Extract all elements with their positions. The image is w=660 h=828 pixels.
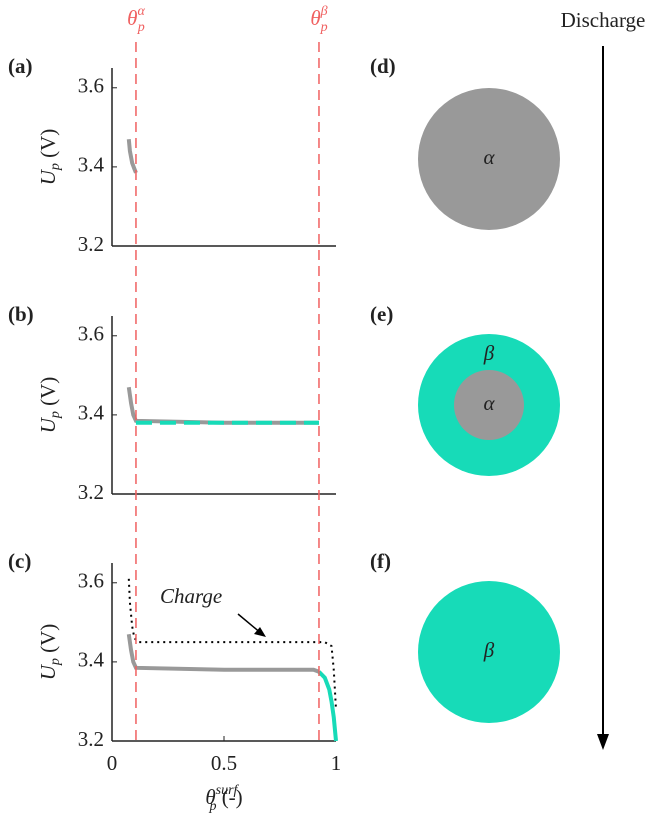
x-tick-label: 0.5 [211, 751, 237, 775]
phase-boundary-label-symbol: θ [310, 6, 320, 30]
panel-label: (f) [370, 549, 391, 573]
y-axis-label: Up (V) [36, 377, 63, 434]
annotation-arrow-head [254, 627, 266, 637]
panel-label: (d) [370, 54, 396, 78]
x-tick-label: 1 [331, 751, 342, 775]
y-tick-label: 3.2 [78, 727, 104, 751]
y-axis-label: Up (V) [36, 129, 63, 186]
y-tick-label: 3.4 [78, 401, 105, 425]
y-tick-label: 3.2 [78, 232, 104, 256]
x-axis-label-symbol: θ [205, 785, 215, 809]
x-axis-label: θsurf p (-) [205, 783, 242, 814]
phase-boundary-label-sub: p [320, 20, 328, 35]
phase-boundary-label-sub: p [137, 20, 145, 35]
y-axis-label-symbol: U [36, 663, 60, 680]
y-tick-label: 3.4 [78, 153, 105, 177]
y-tick-label: 3.4 [78, 648, 105, 672]
y-tick-label: 3.6 [78, 569, 104, 593]
x-axis-label-sup: surf [216, 783, 240, 798]
panel-label: (a) [8, 54, 33, 78]
phase-boundary-label-sup: α [137, 4, 145, 19]
x-axis-label-unit: (-) [216, 785, 242, 809]
y-tick-label: 3.2 [78, 480, 104, 504]
phase-boundary-label-sup: β [320, 4, 328, 19]
y-tick-label: 3.6 [78, 74, 104, 98]
arrow-head [597, 734, 609, 750]
y-axis-label-unit: (V) [36, 377, 60, 411]
line-series [126, 633, 320, 674]
particle [418, 88, 560, 230]
particle [418, 581, 560, 723]
inner-phase [454, 370, 524, 440]
panel-label: (e) [370, 302, 393, 326]
y-axis-label-symbol: U [36, 168, 60, 185]
line-series [126, 139, 138, 174]
phase-boundary-label: θα p [127, 4, 145, 35]
y-axis-label-symbol: U [36, 416, 60, 433]
line-series [317, 670, 338, 742]
phase-boundary-label: θβ p [310, 4, 327, 35]
y-axis-label-unit: (V) [36, 624, 60, 658]
panel-label: (b) [8, 302, 34, 326]
annotation: Charge [160, 584, 222, 608]
y-axis-label-sub: p [48, 658, 63, 666]
y-axis-label-sub: p [48, 163, 63, 171]
outer-label: β [483, 638, 495, 662]
inner-label: α [483, 145, 495, 169]
y-tick-label: 3.6 [78, 322, 104, 346]
y-axis-label-unit: (V) [36, 129, 60, 163]
phase-boundary-label-symbol: θ [127, 6, 137, 30]
y-axis-label-sub: p [48, 411, 63, 419]
x-tick-label: 0 [107, 751, 118, 775]
panel-label: (c) [8, 549, 31, 573]
outer-label: β [483, 341, 495, 365]
x-axis-label-sub: p [208, 799, 216, 814]
arrow-label: Discharge [561, 8, 646, 32]
inner-label: α [483, 391, 495, 415]
line-series [126, 386, 319, 425]
line-series [127, 578, 337, 710]
y-axis-label: Up (V) [36, 624, 63, 681]
